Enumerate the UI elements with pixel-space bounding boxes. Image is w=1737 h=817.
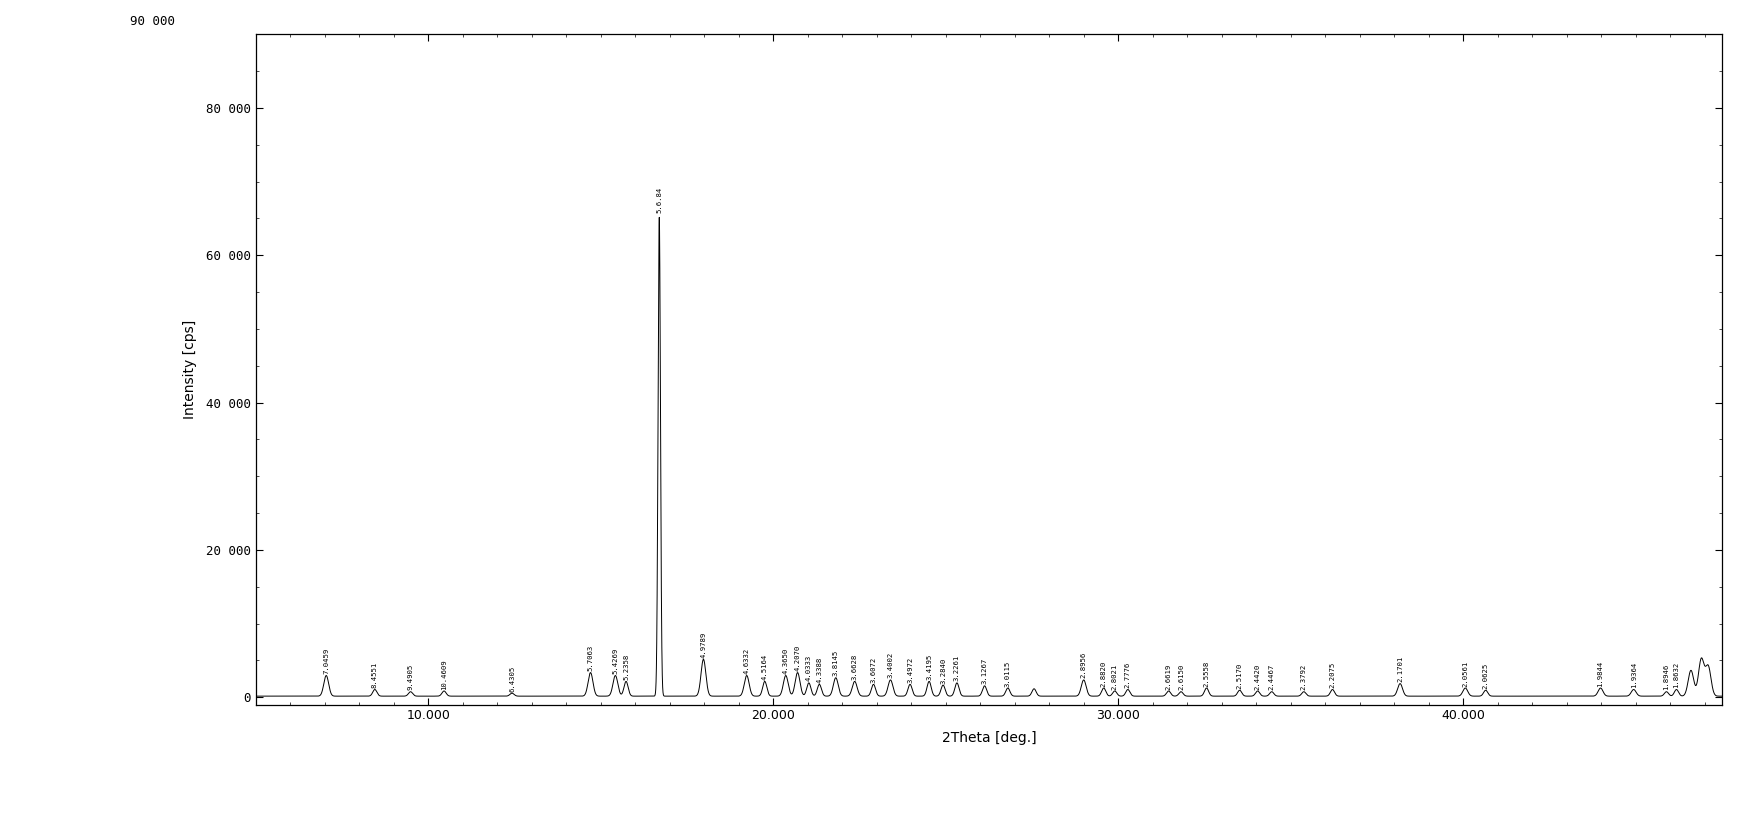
Text: 4.3650: 4.3650 xyxy=(783,648,789,674)
Text: 9.4905: 9.4905 xyxy=(408,664,413,690)
Text: 4.9789: 4.9789 xyxy=(700,632,707,658)
Text: 1.9844: 1.9844 xyxy=(1598,660,1603,686)
X-axis label: 2Theta [deg.]: 2Theta [deg.] xyxy=(941,731,1037,745)
Text: 3.2261: 3.2261 xyxy=(954,655,961,681)
Text: 2.4467: 2.4467 xyxy=(1268,664,1275,690)
Text: 3.0115: 3.0115 xyxy=(1004,660,1011,686)
Text: 1.8632: 1.8632 xyxy=(1673,662,1680,688)
Text: 8.4551: 8.4551 xyxy=(372,662,379,688)
Text: 4.0333: 4.0333 xyxy=(806,655,811,681)
Y-axis label: Intensity [cps]: Intensity [cps] xyxy=(184,319,198,419)
Text: 3.6072: 3.6072 xyxy=(870,657,877,683)
Text: 2.6150: 2.6150 xyxy=(1178,664,1185,690)
Text: 2.8956: 2.8956 xyxy=(1080,652,1087,678)
Text: 4.3388: 4.3388 xyxy=(816,657,822,683)
Text: 3.6628: 3.6628 xyxy=(851,654,858,680)
Text: 4.2070: 4.2070 xyxy=(794,645,801,671)
Text: 3.4972: 3.4972 xyxy=(907,657,914,683)
Text: 3.4195: 3.4195 xyxy=(926,654,933,680)
Text: 1.8946: 1.8946 xyxy=(1664,664,1669,690)
Text: 3.8145: 3.8145 xyxy=(832,650,839,676)
Text: 4.6332: 4.6332 xyxy=(743,648,750,674)
Text: 2.0561: 2.0561 xyxy=(1463,660,1468,686)
Text: 5.2358: 5.2358 xyxy=(624,654,629,680)
Text: 10.4609: 10.4609 xyxy=(441,659,446,690)
Text: 2.7776: 2.7776 xyxy=(1126,662,1131,688)
Text: 5.4269: 5.4269 xyxy=(613,648,618,674)
Text: 2.6619: 2.6619 xyxy=(1166,663,1171,690)
Text: 2.5170: 2.5170 xyxy=(1237,663,1242,689)
Text: 2.3792: 2.3792 xyxy=(1301,664,1306,690)
Text: 2.8021: 2.8021 xyxy=(1112,663,1117,690)
Text: 3.1267: 3.1267 xyxy=(981,659,988,685)
Text: 2.1701: 2.1701 xyxy=(1397,656,1403,682)
Text: 2.0625: 2.0625 xyxy=(1483,663,1489,689)
Text: 4.5164: 4.5164 xyxy=(763,654,768,680)
Text: 90 000: 90 000 xyxy=(130,15,175,28)
Text: 6.4305: 6.4305 xyxy=(509,666,514,692)
Text: 2.2075: 2.2075 xyxy=(1329,662,1336,688)
Text: 5.6.84: 5.6.84 xyxy=(657,186,662,212)
Text: 2.4420: 2.4420 xyxy=(1254,663,1261,690)
Text: 7.0459: 7.0459 xyxy=(323,648,330,674)
Text: 3.4002: 3.4002 xyxy=(888,652,893,678)
Text: 2.8820: 2.8820 xyxy=(1101,660,1106,686)
Text: 3.2840: 3.2840 xyxy=(940,658,947,684)
Text: 1.9364: 1.9364 xyxy=(1631,662,1636,688)
Text: 2.5558: 2.5558 xyxy=(1204,660,1209,686)
Text: 5.7063: 5.7063 xyxy=(587,645,594,671)
